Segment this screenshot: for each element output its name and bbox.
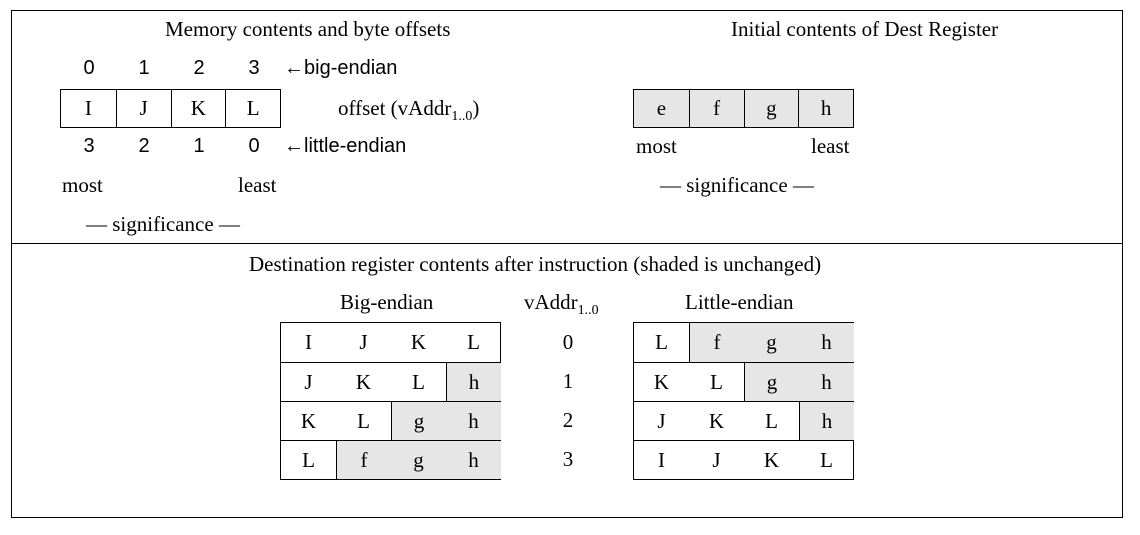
result-byte-cell: K bbox=[410, 330, 427, 354]
dest-byte: g bbox=[743, 90, 799, 127]
memory-byte: K bbox=[170, 90, 226, 127]
little-endian-label: ←little-endian bbox=[284, 135, 407, 157]
result-byte-cell: L bbox=[357, 408, 370, 433]
memory-least-label: least bbox=[238, 173, 277, 197]
result-byte-cell: I bbox=[658, 447, 665, 472]
little-offset: 1 bbox=[193, 135, 205, 157]
little-endian-offsets: 3 2 1 0 bbox=[80, 135, 300, 161]
little-endian-header: Little-endian bbox=[685, 290, 794, 314]
result-byte-cell: h bbox=[799, 363, 854, 401]
result-byte-cell: g bbox=[744, 323, 799, 362]
memory-title: Memory contents and byte offsets bbox=[165, 17, 451, 41]
big-offset: 0 bbox=[83, 57, 95, 79]
dest-byte: h bbox=[798, 90, 853, 127]
vaddr-value: 1 bbox=[562, 369, 574, 393]
result-byte-cell: K bbox=[708, 408, 725, 433]
result-byte-cell: L bbox=[710, 369, 723, 394]
result-byte-cell: J bbox=[304, 369, 313, 394]
offset-label: offset (vAddr1..0) bbox=[338, 96, 480, 124]
result-byte-cell: g bbox=[744, 363, 799, 401]
result-byte-cell: J bbox=[712, 447, 721, 472]
result-byte-cell: L bbox=[302, 447, 315, 472]
vaddr-header: vAddr1..0 bbox=[524, 290, 599, 318]
big-offset: 3 bbox=[248, 57, 260, 79]
vaddr-value: 3 bbox=[562, 447, 574, 471]
result-byte-cell: J bbox=[359, 330, 368, 354]
memory-byte: L bbox=[225, 90, 280, 127]
result-byte-cell: h bbox=[446, 441, 501, 479]
dest-most-label: most bbox=[636, 134, 677, 158]
dest-byte: f bbox=[688, 90, 744, 127]
result-byte-cell: L bbox=[655, 330, 668, 354]
result-byte-cell: K bbox=[763, 447, 780, 472]
memory-byte: J bbox=[115, 90, 171, 127]
vaddr-header-sub: 1..0 bbox=[577, 303, 599, 318]
big-endian-label: ←big-endian bbox=[284, 57, 398, 79]
result-byte-cell: g bbox=[391, 402, 446, 440]
result-byte-cell: L bbox=[820, 447, 833, 472]
result-title: Destination register contents after inst… bbox=[249, 252, 822, 276]
dest-byte: e bbox=[634, 90, 689, 127]
little-offset: 3 bbox=[83, 135, 95, 157]
result-byte-cell: J bbox=[657, 408, 666, 433]
memory-byte: I bbox=[84, 96, 92, 120]
result-byte-cell: K bbox=[653, 369, 670, 394]
result-byte-cell: L bbox=[765, 408, 778, 433]
result-byte-cell: L bbox=[467, 330, 480, 354]
result-byte-cell: K bbox=[300, 408, 317, 433]
little-offset: 2 bbox=[138, 135, 150, 157]
little-offset: 0 bbox=[248, 135, 260, 157]
result-byte-cell: h bbox=[799, 402, 854, 440]
vaddr-header-main: vAddr bbox=[524, 290, 578, 314]
diagram-frame bbox=[11, 10, 1123, 518]
result-byte-cell: I bbox=[305, 330, 312, 354]
memory-significance-label: — significance — bbox=[86, 212, 240, 236]
result-byte-cell: h bbox=[799, 323, 854, 362]
section-divider bbox=[11, 243, 1123, 244]
dest-significance-label: — significance — bbox=[660, 173, 814, 197]
big-endian-result-row: I J K L bbox=[281, 323, 500, 362]
result-byte-cell: h bbox=[446, 363, 501, 401]
offset-label-main: offset (vAddr bbox=[338, 96, 452, 120]
result-byte-cell: K bbox=[355, 369, 372, 394]
vaddr-value: 2 bbox=[562, 408, 574, 432]
memory-most-label: most bbox=[62, 173, 103, 197]
dest-title: Initial contents of Dest Register bbox=[731, 17, 999, 41]
vaddr-value: 0 bbox=[562, 330, 574, 354]
result-byte-cell: f bbox=[336, 441, 391, 479]
result-byte-cell: L bbox=[412, 369, 425, 394]
result-byte-cell: f bbox=[689, 323, 744, 362]
memory-bytes: I J K L bbox=[60, 89, 281, 128]
big-endian-header: Big-endian bbox=[340, 290, 434, 314]
result-byte-cell: h bbox=[446, 402, 501, 440]
offset-label-end: ) bbox=[472, 96, 480, 120]
dest-least-label: least bbox=[811, 134, 850, 158]
big-endian-offsets: 0 1 2 3 bbox=[80, 57, 300, 83]
result-byte-cell: g bbox=[391, 441, 446, 479]
dest-register: e f g h bbox=[633, 89, 854, 128]
big-offset: 2 bbox=[193, 57, 205, 79]
big-offset: 1 bbox=[138, 57, 150, 79]
offset-label-sub: 1..0 bbox=[451, 109, 473, 124]
little-endian-result-row: I J K L bbox=[634, 440, 853, 479]
